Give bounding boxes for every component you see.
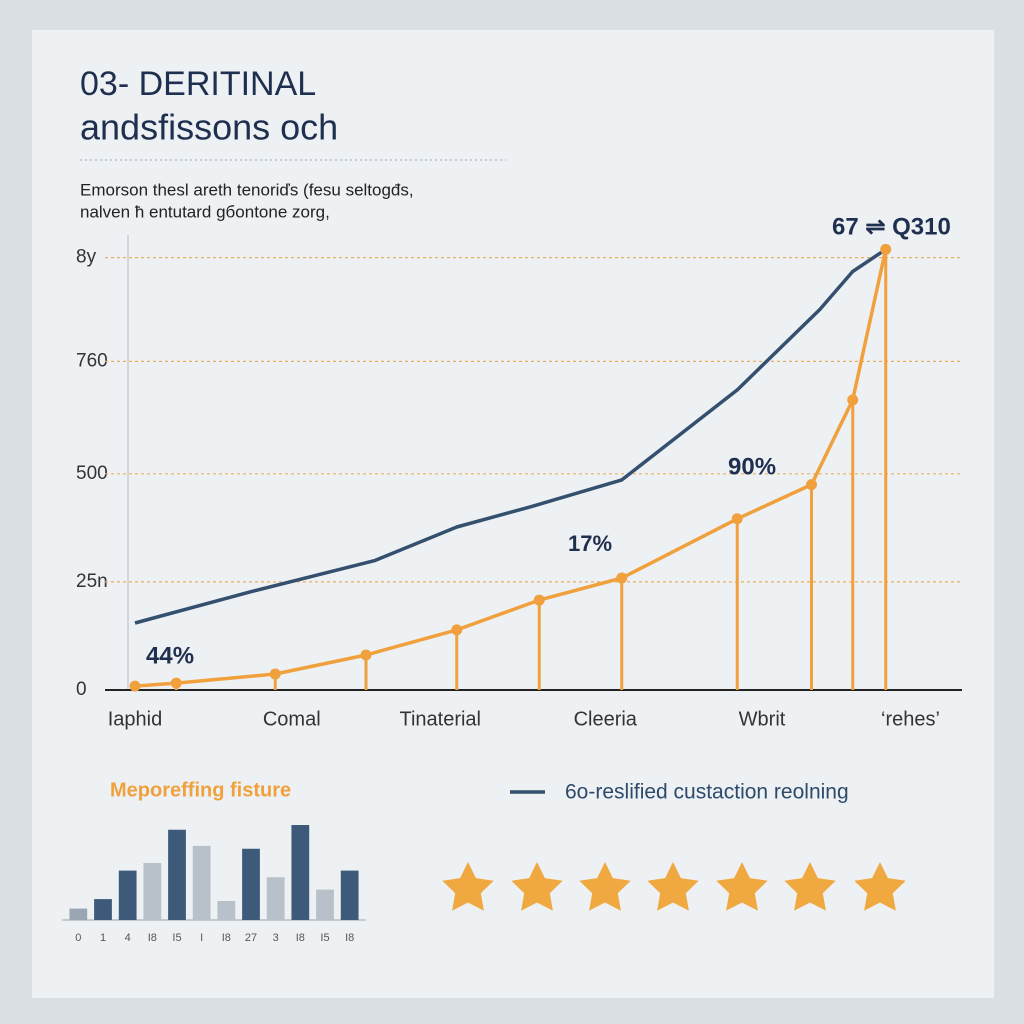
- subtitle: nalven ħ entutard gбontone zorg,: [80, 202, 330, 221]
- point: [731, 513, 743, 525]
- bar: [192, 845, 211, 920]
- point: [129, 680, 141, 692]
- bar: [118, 870, 137, 920]
- x-tick-label: ‘rehes’: [881, 708, 940, 730]
- point: [616, 572, 628, 584]
- bar-tick-label: 0: [75, 932, 81, 944]
- title-line: andsfissons och: [80, 107, 338, 148]
- bar: [316, 889, 334, 920]
- point: [847, 394, 859, 406]
- bar: [242, 848, 260, 920]
- bar-tick-label: I5: [172, 932, 181, 944]
- y-tick-label: 0: [76, 679, 87, 700]
- bar: [143, 863, 162, 920]
- title-line: 03- DERITINAL: [80, 65, 316, 103]
- point: [451, 624, 463, 636]
- card: [32, 30, 994, 998]
- bar: [291, 825, 310, 920]
- x-tick-label: Comal: [263, 708, 321, 730]
- point: [269, 668, 281, 680]
- bar-tick-label: 27: [245, 932, 257, 944]
- x-tick-label: Iaphid: [108, 708, 163, 730]
- subtitle: Emorson thesl areth tenoriďs (fesu selto…: [80, 180, 414, 199]
- bar: [340, 870, 359, 920]
- y-tick-label: 500: [76, 463, 108, 484]
- bar-tick-label: I8: [296, 932, 305, 944]
- bar: [217, 901, 236, 920]
- annotation: 90%: [728, 453, 776, 480]
- point: [360, 649, 372, 661]
- bars-title: Meporeffing fisture: [110, 779, 291, 801]
- bar-tick-label: I8: [148, 932, 157, 944]
- x-tick-label: Tinaterial: [399, 708, 481, 730]
- annotation: 44%: [146, 642, 194, 669]
- x-tick-label: Cleeria: [574, 708, 638, 730]
- x-tick-label: Wbrit: [739, 708, 786, 730]
- bar-tick-label: 3: [273, 932, 279, 944]
- y-tick-label: 8y: [76, 247, 97, 268]
- annotation: 17%: [568, 531, 612, 556]
- y-tick-label: 25n: [76, 571, 108, 592]
- bar-tick-label: I: [200, 932, 203, 944]
- y-tick-label: 760: [76, 350, 108, 371]
- point: [170, 677, 182, 689]
- bar-tick-label: I8: [222, 932, 231, 944]
- bar-tick-label: 4: [125, 932, 131, 944]
- bar-tick-label: I5: [320, 932, 329, 944]
- bar-tick-label: 1: [100, 932, 106, 944]
- bar: [94, 899, 112, 920]
- annotation: 67 ⇌ Q310: [832, 213, 951, 240]
- series-line: [134, 247, 887, 625]
- bar: [266, 877, 285, 920]
- point: [806, 479, 817, 491]
- bar: [168, 829, 186, 920]
- bar-tick-label: I8: [345, 932, 354, 944]
- point: [533, 594, 545, 606]
- bar: [69, 908, 88, 920]
- point: [880, 243, 892, 255]
- legend-label: 6o-reslified custaction reolning: [565, 781, 849, 804]
